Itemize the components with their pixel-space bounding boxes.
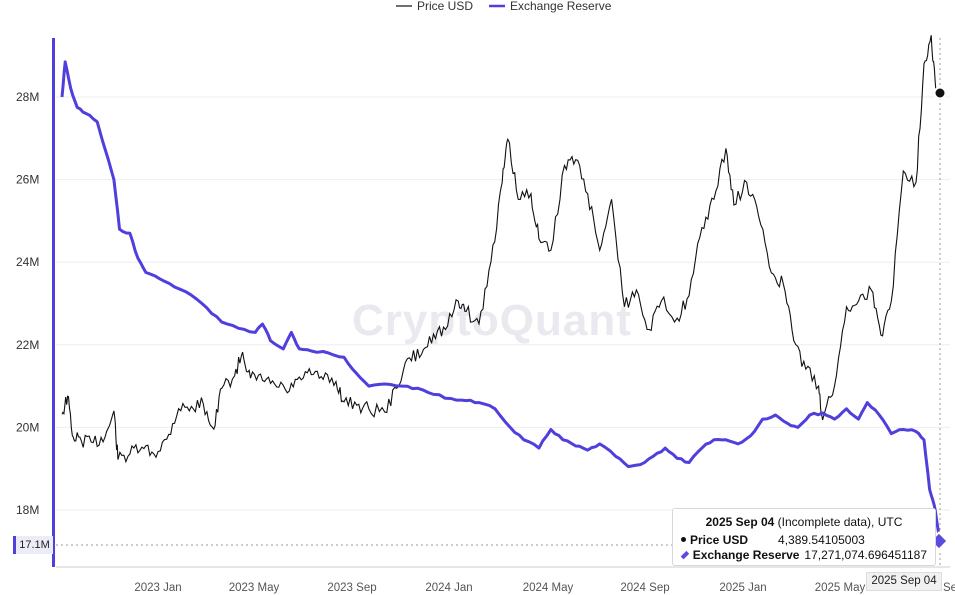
tooltip-note: (Incomplete data), UTC [777,515,903,529]
tooltip-date: 2025 Sep 04 [705,515,775,529]
x-tick-label: 2023 Sep [327,582,376,594]
grid [56,96,950,511]
legend-price-label[interactable]: Price USD [417,0,473,13]
y-axis-ticks: 28M 26M 24M 22M 20M 18M [16,90,39,517]
reserve-diamond-icon [680,550,689,559]
x-tick-label: 2024 Jan [425,582,472,594]
tooltip-reserve-value: 17,271,074.696451187 [804,547,927,562]
x-tick-label: 2023 May [229,582,280,594]
y-tick-label: 26M [16,173,39,187]
watermark: CryptoQuant [352,296,632,345]
tooltip-price-value: 4,389.54105003 [778,532,865,547]
y-tick-label: 28M [16,90,39,104]
tooltip-price-row: Price USD 4,389.54105003 [681,532,927,547]
tooltip-title: 2025 Sep 04 (Incomplete data), UTC [681,515,927,529]
tooltip: 2025 Sep 04 (Incomplete data), UTC Price… [672,508,936,566]
price-marker [933,86,947,100]
x-tick-label: 2024 Sep [620,582,669,594]
tooltip-reserve-label: Exchange Reserve [692,547,800,562]
tooltip-price-label: Price USD [690,532,749,547]
y-tick-label: 24M [16,255,39,269]
x-tick-label: 2024 May [523,582,574,594]
price-dot-icon [681,537,686,542]
legend: Price USD Exchange Reserve [396,0,612,13]
x-tick-label: 2025 May [815,582,866,594]
series-price-line [61,35,941,464]
x-tick-label: Se [943,582,955,594]
legend-reserve-label[interactable]: Exchange Reserve [510,0,612,13]
tooltip-reserve-row: Exchange Reserve 17,271,074.696451187 [680,547,927,562]
x-tick-label: 2023 Jan [134,582,181,594]
crosshair-date-badge: 2025 Sep 04 [866,572,942,591]
x-tick-label: 2025 Jan [719,582,766,594]
y-current-badge: 17.1M [13,536,53,554]
x-axis-ticks: 2023 Jan 2023 May 2023 Sep 2024 Jan 2024 May… [134,582,955,594]
series-reserve-line [60,60,942,541]
y-tick-label: 22M [16,338,39,352]
y-tick-label: 18M [16,503,39,517]
y-tick-label: 20M [16,420,39,434]
